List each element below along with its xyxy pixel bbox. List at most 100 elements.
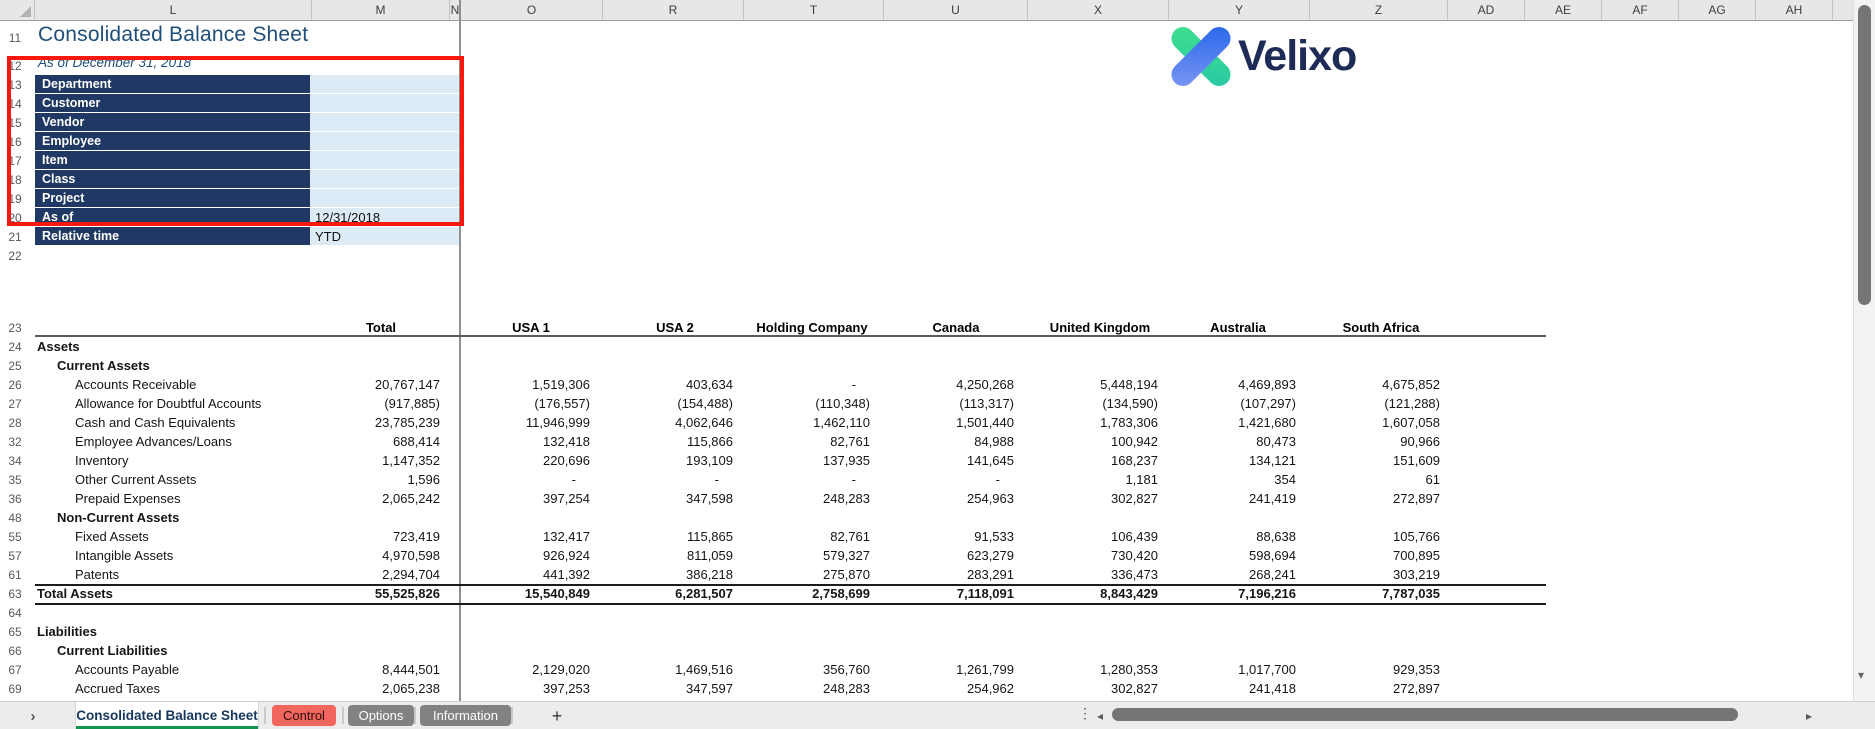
vertical-scrollbar[interactable]: ▾ [1853, 0, 1875, 701]
cell-value[interactable]: 7,787,035 [1382, 586, 1440, 601]
table-column-header-australia[interactable]: Australia [1210, 320, 1266, 335]
cell-value[interactable]: (121,288) [1384, 396, 1440, 411]
cell-value[interactable]: 2,129,020 [532, 662, 590, 677]
cell-value[interactable]: 1,607,058 [1382, 415, 1440, 430]
field-label-class[interactable]: Class [35, 170, 310, 188]
cell-value[interactable]: (917,885) [384, 396, 440, 411]
row-label-non-current-assets[interactable]: Non-Current Assets [57, 510, 180, 525]
cell-value[interactable]: 4,250,268 [956, 377, 1014, 392]
column-header-Z[interactable]: Z [1310, 0, 1448, 20]
cell-value[interactable]: - [851, 472, 856, 487]
row-header-23[interactable]: 23 [8, 320, 22, 335]
row-label-current-assets[interactable]: Current Assets [57, 358, 150, 373]
row-header-27[interactable]: 27 [8, 396, 22, 411]
cell-value[interactable]: 397,254 [543, 491, 590, 506]
cell-value[interactable]: 688,414 [393, 434, 440, 449]
row-header-25[interactable]: 25 [8, 358, 22, 373]
cell-value[interactable]: 2,065,238 [382, 681, 440, 696]
column-header-O[interactable]: O [461, 0, 603, 20]
cell-value[interactable]: 354 [1274, 472, 1296, 487]
cell-value[interactable]: 723,419 [393, 529, 440, 544]
sheet-nav-chevron-icon[interactable]: › [30, 707, 36, 725]
row-label-current-liabilities[interactable]: Current Liabilities [57, 643, 168, 658]
cell-value[interactable]: 5,448,194 [1100, 377, 1158, 392]
row-header-20[interactable]: 20 [8, 210, 22, 225]
row-label-cash-and-cash-equivalents[interactable]: Cash and Cash Equivalents [75, 415, 236, 430]
tab-options-dots-icon[interactable]: ⋮ [1078, 705, 1092, 721]
cell-value[interactable]: 7,196,216 [1238, 586, 1296, 601]
row-label-employee-advances-loans[interactable]: Employee Advances/Loans [75, 434, 232, 449]
field-value-class[interactable] [310, 170, 459, 188]
row-header-55[interactable]: 55 [8, 529, 22, 544]
cell-value[interactable]: 347,597 [686, 681, 733, 696]
table-column-header-canada[interactable]: Canada [932, 320, 980, 335]
cell-value[interactable]: 8,843,429 [1100, 586, 1158, 601]
row-header-36[interactable]: 36 [8, 491, 22, 506]
table-column-header-usa-2[interactable]: USA 2 [656, 320, 694, 335]
cell-value[interactable]: 248,283 [823, 681, 870, 696]
cell-value[interactable]: 303,219 [1393, 567, 1440, 582]
field-label-employee[interactable]: Employee [35, 132, 310, 150]
cell-value[interactable]: 8,444,501 [382, 662, 440, 677]
cell-value[interactable]: 254,963 [967, 491, 1014, 506]
row-header-63[interactable]: 63 [8, 586, 22, 601]
row-header-34[interactable]: 34 [8, 453, 22, 468]
tab-control[interactable]: Control [272, 705, 336, 726]
row-header-21[interactable]: 21 [8, 229, 22, 244]
row-header-65[interactable]: 65 [8, 624, 22, 639]
cell-value[interactable]: 1,147,352 [382, 453, 440, 468]
table-column-header-south-africa[interactable]: South Africa [1342, 320, 1420, 335]
cell-value[interactable]: 80,473 [1256, 434, 1296, 449]
cell-value[interactable]: 403,634 [686, 377, 733, 392]
cell-value[interactable]: 579,327 [823, 548, 870, 563]
row-header-19[interactable]: 19 [8, 191, 22, 206]
column-header-L[interactable]: L [35, 0, 312, 20]
cell-value[interactable]: - [571, 472, 576, 487]
field-label-vendor[interactable]: Vendor [35, 113, 310, 131]
cell-value[interactable]: (176,557) [534, 396, 590, 411]
row-header-35[interactable]: 35 [8, 472, 22, 487]
cell-value[interactable]: 397,253 [543, 681, 590, 696]
row-label-accrued-taxes[interactable]: Accrued Taxes [75, 681, 161, 696]
tab-options[interactable]: Options [348, 705, 414, 726]
cell-value[interactable]: (110,348) [815, 396, 870, 411]
row-header-18[interactable]: 18 [8, 172, 22, 187]
row-label-accounts-receivable[interactable]: Accounts Receivable [75, 377, 197, 392]
row-header-66[interactable]: 66 [8, 643, 22, 658]
row-header-64[interactable]: 64 [8, 605, 22, 620]
cell-value[interactable]: 4,469,893 [1238, 377, 1296, 392]
cell-value[interactable]: 100,942 [1111, 434, 1158, 449]
tab-information[interactable]: Information [420, 705, 511, 726]
cell-value[interactable]: 2,758,699 [812, 586, 870, 601]
cell-value[interactable]: 90,966 [1400, 434, 1440, 449]
cell-value[interactable]: 302,827 [1111, 491, 1158, 506]
row-label-patents[interactable]: Patents [75, 567, 120, 582]
cell-value[interactable]: 4,970,598 [382, 548, 440, 563]
cell-value[interactable]: 1,596 [407, 472, 440, 487]
cell-value[interactable]: 23,785,239 [374, 415, 440, 430]
cell-value[interactable]: 84,988 [974, 434, 1014, 449]
row-header-22[interactable]: 22 [8, 248, 22, 263]
cell-value[interactable]: 115,865 [686, 529, 733, 544]
cell-value[interactable]: 302,827 [1111, 681, 1158, 696]
scroll-down-icon[interactable]: ▾ [1858, 668, 1865, 682]
scroll-right-icon[interactable]: ▸ [1806, 709, 1813, 723]
column-header-AE[interactable]: AE [1525, 0, 1602, 20]
row-label-fixed-assets[interactable]: Fixed Assets [75, 529, 149, 544]
horizontal-scrollbar-thumb[interactable] [1112, 708, 1738, 721]
field-label-relative-time[interactable]: Relative time [35, 227, 310, 245]
column-header-AF[interactable]: AF [1602, 0, 1679, 20]
row-header-16[interactable]: 16 [8, 134, 22, 149]
cell-value[interactable]: 1,501,440 [956, 415, 1014, 430]
cell-value[interactable]: 1,469,516 [675, 662, 733, 677]
cell-value[interactable]: 82,761 [830, 529, 870, 544]
cell-value[interactable]: 241,418 [1249, 681, 1296, 696]
add-sheet-button[interactable]: + [551, 705, 563, 726]
field-value-as-of[interactable]: 12/31/2018 [310, 208, 459, 226]
cell-value[interactable]: 268,241 [1249, 567, 1296, 582]
cell-value[interactable]: - [995, 472, 1000, 487]
cell-value[interactable]: 700,895 [1393, 548, 1440, 563]
field-label-customer[interactable]: Customer [35, 94, 310, 112]
column-header-AD[interactable]: AD [1448, 0, 1525, 20]
cell-value[interactable]: 598,694 [1249, 548, 1296, 563]
